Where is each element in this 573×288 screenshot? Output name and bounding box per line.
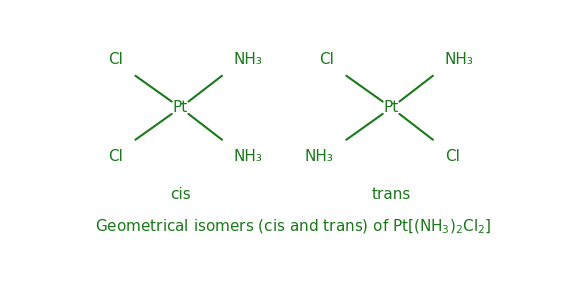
Text: Cl: Cl [319,52,333,67]
Text: Pt: Pt [173,100,188,115]
Text: NH₃: NH₃ [234,149,262,164]
Text: Geometrical isomers (cis and trans) of Pt[(NH$_3$)$_2$Cl$_2$]: Geometrical isomers (cis and trans) of P… [96,218,492,236]
Text: NH₃: NH₃ [305,149,333,164]
Text: NH₃: NH₃ [445,52,473,67]
Text: Cl: Cl [108,52,123,67]
Text: trans: trans [372,187,411,202]
Text: NH₃: NH₃ [234,52,262,67]
Text: Cl: Cl [445,149,460,164]
Text: cis: cis [170,187,191,202]
Text: Pt: Pt [384,100,399,115]
Text: Cl: Cl [108,149,123,164]
